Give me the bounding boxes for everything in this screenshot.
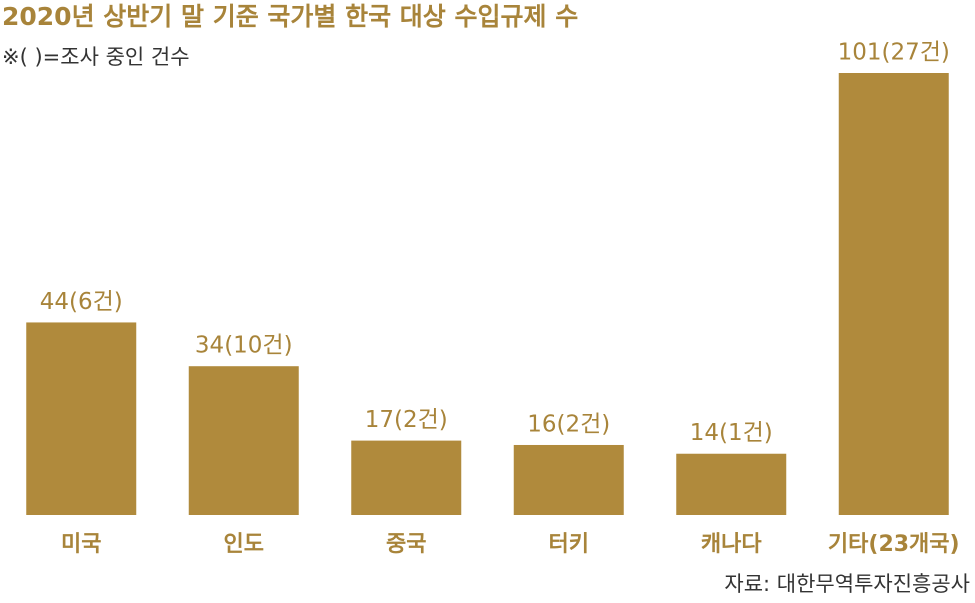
value-label: 17(2건) bbox=[365, 407, 448, 433]
source-note: 자료: 대한무역투자진흥공사 bbox=[724, 572, 970, 596]
x-tick-label: 캐나다 bbox=[701, 532, 762, 557]
bar bbox=[838, 73, 949, 515]
value-label: 101(27건) bbox=[838, 40, 950, 66]
bar bbox=[188, 366, 299, 515]
bar bbox=[513, 444, 624, 515]
bar bbox=[676, 453, 787, 515]
x-tick-label: 터키 bbox=[549, 532, 589, 557]
bar bbox=[26, 322, 137, 515]
value-label: 16(2건) bbox=[527, 411, 610, 437]
x-tick-label: 중국 bbox=[386, 532, 426, 557]
chart-title: 2020년 상반기 말 기준 국가별 한국 대상 수입규제 수 bbox=[2, 2, 578, 31]
x-tick-label: 미국 bbox=[61, 532, 101, 557]
bar bbox=[351, 440, 462, 515]
value-label: 44(6건) bbox=[40, 289, 123, 315]
x-tick-label: 기타(23개국) bbox=[828, 532, 960, 557]
x-tick-label: 인도 bbox=[224, 532, 264, 557]
value-label: 14(1건) bbox=[690, 420, 773, 446]
value-label: 34(10건) bbox=[195, 333, 293, 359]
chart-subtitle: ※( )=조사 중인 건수 bbox=[2, 45, 190, 69]
